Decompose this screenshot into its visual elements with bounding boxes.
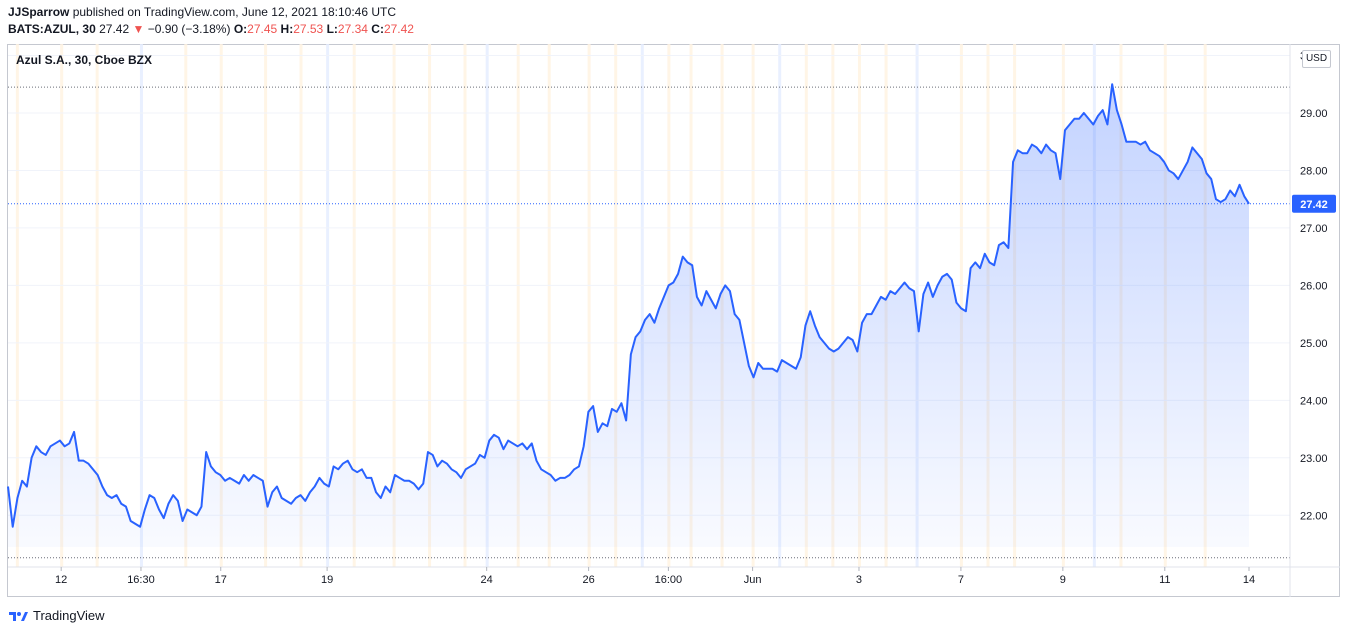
session-band: [219, 44, 223, 567]
session-band: [428, 44, 432, 567]
brand-name: TradingView: [33, 608, 105, 623]
last-price: 27.42: [99, 22, 130, 36]
y-tick-label: 24.00: [1300, 395, 1328, 407]
session-band: [915, 44, 919, 567]
session-band: [485, 44, 489, 567]
session-band: [326, 44, 330, 567]
y-tick-label: 27.00: [1300, 223, 1328, 235]
open-value: 27.45: [247, 22, 278, 36]
tradingview-logo-icon: [9, 611, 28, 621]
session-band: [959, 44, 963, 567]
price-line: [7, 83, 1250, 528]
x-tick-label: 17: [215, 574, 227, 586]
y-tick-label: 29.00: [1300, 108, 1328, 120]
session-band: [640, 44, 644, 567]
price-change: −0.90 (−3.18%): [147, 22, 231, 36]
session-band: [751, 44, 755, 567]
x-tick-label: 9: [1060, 574, 1066, 586]
low-value: 27.34: [337, 22, 368, 36]
session-band: [831, 44, 835, 567]
x-tick-label: 3: [856, 574, 862, 586]
session-band: [139, 44, 143, 567]
chart-title: Azul S.A., 30, Cboe BZX: [16, 53, 153, 67]
session-band: [778, 44, 782, 567]
y-tick-label: 25.00: [1300, 338, 1328, 350]
published-text: published on TradingView.com, June 12, 2…: [72, 5, 397, 19]
x-tick-label: 14: [1243, 574, 1255, 586]
y-tick-label: 26.00: [1300, 280, 1328, 292]
session-band: [15, 44, 19, 567]
last-price-badge-label: 27.42: [1300, 199, 1328, 211]
symbol-interval: BATS:AZUL, 30: [8, 22, 96, 36]
session-band: [857, 44, 861, 567]
x-tick-label: 16:30: [127, 574, 155, 586]
price-area-fill: [8, 84, 1249, 547]
x-tick-label: 7: [958, 574, 964, 586]
x-tick-label: 24: [481, 574, 493, 586]
close-label: C:: [371, 22, 384, 36]
session-band: [392, 44, 396, 567]
session-band: [516, 44, 520, 567]
y-tick-label: 28.00: [1300, 165, 1328, 177]
session-band: [264, 44, 268, 567]
x-tick-label: 26: [582, 574, 594, 586]
publish-info: JJSparrow published on TradingView.com, …: [8, 5, 396, 19]
session-band: [614, 44, 618, 567]
x-tick-label: 16:00: [655, 574, 683, 586]
last-price-badge: [1292, 194, 1336, 213]
session-band: [587, 44, 591, 567]
session-band: [299, 44, 303, 567]
session-band: [352, 44, 356, 567]
low-label: L:: [326, 22, 338, 36]
symbol-legend: BATS:AZUL, 30 27.42 ▼ −0.90 (−3.18%) O:2…: [8, 22, 414, 36]
session-band: [463, 44, 467, 567]
x-tick-label: 12: [55, 574, 67, 586]
session-band: [95, 44, 99, 567]
x-tick-label: Jun: [744, 574, 762, 586]
x-tick-label: 19: [321, 574, 333, 586]
session-band: [184, 44, 188, 567]
chart-frame: [7, 44, 1340, 597]
close-value: 27.42: [383, 22, 414, 36]
y-tick-label: 22.00: [1300, 510, 1328, 522]
open-label: O:: [233, 22, 248, 36]
y-tick-label: 23.00: [1300, 453, 1328, 465]
session-band: [547, 44, 551, 567]
high-label: H:: [280, 22, 294, 36]
footer-branding[interactable]: TradingView: [8, 608, 105, 623]
publisher-name[interactable]: JJSparrow: [8, 5, 70, 19]
high-value: 27.53: [293, 22, 324, 36]
down-arrow-icon: ▼: [132, 22, 145, 36]
currency-button[interactable]: USD: [1302, 50, 1331, 68]
x-tick-label: 11: [1159, 574, 1170, 586]
session-band: [804, 44, 808, 567]
session-band: [60, 44, 64, 567]
